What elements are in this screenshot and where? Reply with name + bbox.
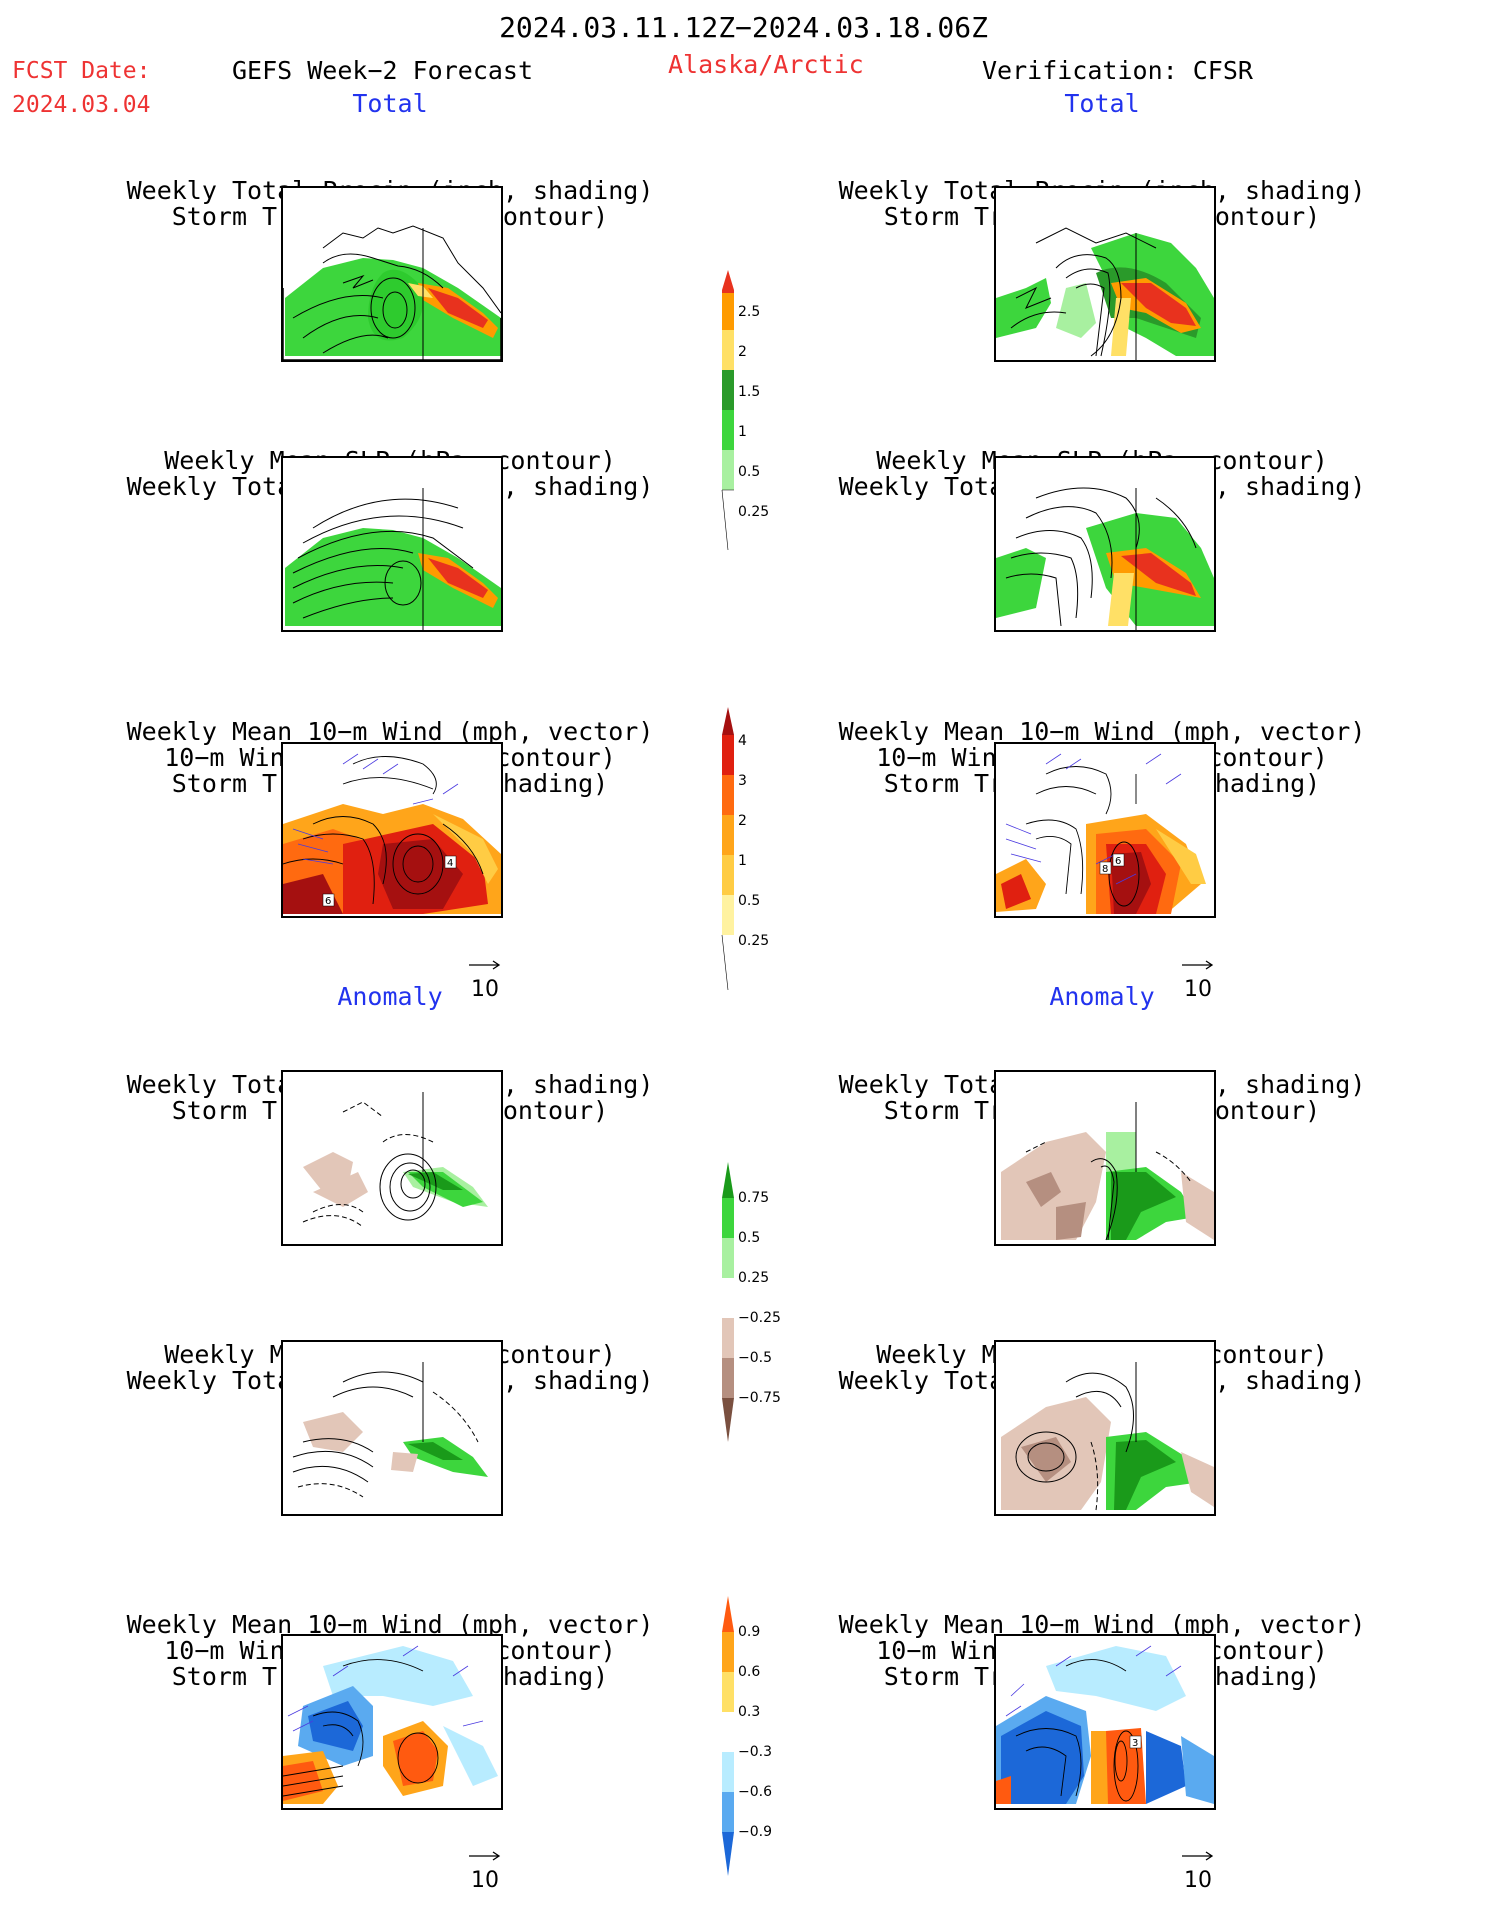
vector-reference: 10 — [1168, 1843, 1228, 1893]
map-anom-precip-storm-cfsr — [994, 1070, 1216, 1246]
map-total-wind-storm-gefs: 4 6 — [281, 742, 503, 918]
vector-reference: 10 — [1168, 952, 1228, 1002]
model-title: GEFS Week−2 Forecast — [232, 56, 534, 85]
section-total-right: Total — [1064, 89, 1140, 118]
forecast-period: 2024.03.11.12Z−2024.03.18.06Z — [499, 11, 988, 44]
colorbar-precip-total: 2.5 2 1.5 1 0.5 0.25 — [718, 268, 778, 558]
vector-reference: 10 — [455, 1843, 515, 1893]
contour-label: 6 — [1115, 856, 1121, 867]
map-anom-slp-precip-cfsr — [994, 1340, 1216, 1516]
colorbar-storm-total: 4 3 2 1 0.5 0.25 — [718, 705, 778, 995]
section-total-left: Total — [352, 89, 428, 118]
fcst-date-value: 2024.03.04 — [12, 92, 151, 118]
verification-title: Verification: CFSR — [982, 56, 1253, 85]
map-anom-precip-storm-gefs — [281, 1070, 503, 1246]
region-title: Alaska/Arctic — [668, 50, 864, 79]
contour-label: 8 — [1102, 864, 1108, 875]
contour-label: 3 — [1132, 1738, 1138, 1749]
section-anomaly-right: Anomaly — [1049, 982, 1155, 1011]
map-anom-wind-storm-cfsr: 3 — [994, 1634, 1216, 1810]
contour-label: 4 — [447, 858, 453, 869]
map-total-precip-storm-cfsr — [994, 186, 1216, 362]
map-total-slp-precip-cfsr — [994, 456, 1216, 632]
vector-reference: 10 — [455, 952, 515, 1002]
map-anom-slp-precip-gefs — [281, 1340, 503, 1516]
map-anom-wind-storm-gefs — [281, 1634, 503, 1810]
contour-label: 6 — [325, 896, 331, 907]
colorbar-precip-anomaly: 0.75 0.5 0.25 −0.25 −0.5 −0.75 — [718, 1160, 781, 1450]
map-total-wind-storm-cfsr: 8 6 — [994, 742, 1216, 918]
section-anomaly-left: Anomaly — [337, 982, 443, 1011]
map-total-slp-precip-gefs — [281, 456, 503, 632]
colorbar-storm-anomaly: 0.9 0.6 0.3 −0.3 −0.6 −0.9 — [718, 1594, 778, 1884]
fcst-date-label: FCST Date: — [12, 58, 151, 84]
map-total-precip-storm-gefs — [281, 186, 503, 362]
